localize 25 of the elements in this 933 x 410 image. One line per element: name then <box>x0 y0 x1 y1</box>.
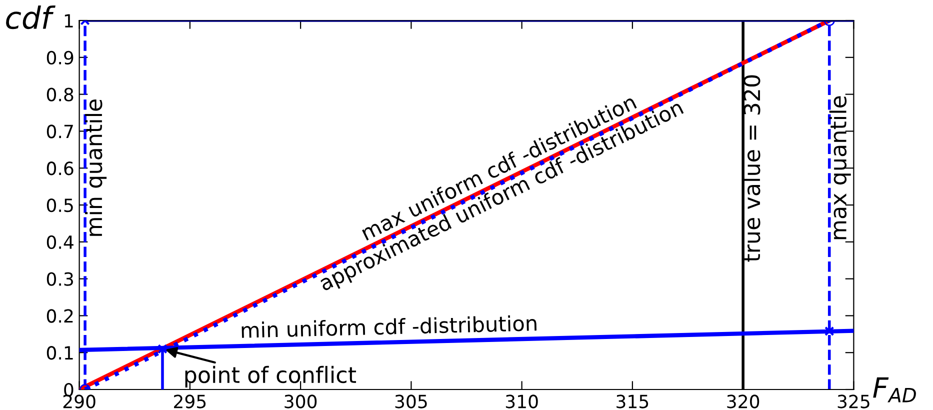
y-tick-label: 0.8 <box>46 88 74 102</box>
y-tick-label: 0.6 <box>46 162 74 176</box>
x-tick-label: 305 <box>395 394 427 408</box>
y-tick-label: 0.9 <box>46 50 74 65</box>
x-tick-label: 295 <box>174 394 206 408</box>
y-tick-label: 0.7 <box>46 124 73 138</box>
ref-line-label: true value = 320 <box>743 75 760 262</box>
y-tick-label: 0.4 <box>46 235 74 250</box>
series-label: min uniform cdf -distribution <box>242 314 536 338</box>
annotation: point of conflict <box>185 366 356 388</box>
y-axis-title: cdf <box>6 5 56 30</box>
y-tick-label: 1 <box>64 14 73 28</box>
ref-line-label: max quantile <box>829 96 851 240</box>
y-tick-label: 0.5 <box>46 198 73 212</box>
y-tick-label: 0.1 <box>46 346 73 360</box>
x-tick-label: 310 <box>506 394 538 408</box>
ref-line-label: min quantile <box>85 99 107 236</box>
x-tick-label: 325 <box>838 394 870 408</box>
x-tick-label: 290 <box>63 394 96 408</box>
x-axis-title: F$_{AD}$ <box>873 377 916 402</box>
x-tick-label: 320 <box>727 394 760 408</box>
y-tick-label: 0.3 <box>46 272 73 286</box>
y-tick-label: 0.2 <box>46 309 73 323</box>
x-tick-label: 300 <box>284 394 317 408</box>
x-tick-label: 315 <box>616 394 648 408</box>
